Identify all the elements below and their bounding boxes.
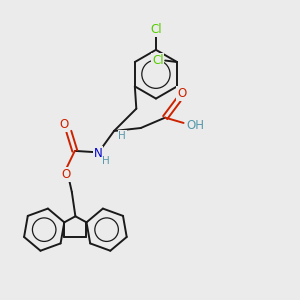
Text: O: O: [60, 118, 69, 131]
Text: O: O: [177, 87, 186, 100]
Text: H: H: [102, 156, 110, 166]
Text: OH: OH: [186, 119, 204, 132]
Text: Cl: Cl: [152, 54, 164, 67]
Text: O: O: [61, 168, 70, 181]
Text: N: N: [94, 147, 102, 161]
Text: Cl: Cl: [150, 23, 162, 36]
Text: H: H: [118, 131, 126, 141]
